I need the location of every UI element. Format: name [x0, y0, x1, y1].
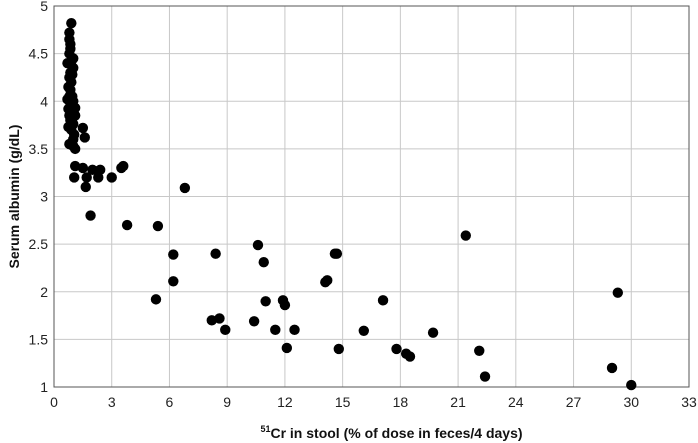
y-tick-label: 2: [40, 284, 48, 300]
data-point: [214, 313, 225, 324]
data-point: [270, 324, 281, 336]
data-point: [404, 351, 416, 362]
data-point: [248, 316, 260, 327]
data-point: [252, 239, 264, 251]
data-point: [152, 220, 164, 232]
y-tick-label: 1.5: [29, 331, 49, 347]
data-point: [322, 275, 333, 286]
data-point: [87, 164, 98, 176]
data-point: [260, 296, 271, 307]
data-point: [210, 248, 221, 259]
x-tick-label: 0: [50, 394, 58, 410]
y-tick-label: 3: [40, 189, 48, 205]
data-point: [427, 327, 439, 338]
plot-area-frame: [53, 5, 690, 388]
data-point: [69, 172, 80, 183]
y-tick-label: 4: [40, 93, 48, 109]
grid-lines: [53, 5, 690, 388]
x-tick-label: 24: [508, 394, 524, 410]
x-tick-label: 6: [166, 394, 174, 410]
data-point: [220, 324, 231, 336]
x-tick-label: 12: [277, 394, 293, 410]
data-point: [474, 345, 485, 357]
data-point: [121, 219, 133, 231]
x-axis-title-superscript: 51: [260, 424, 270, 434]
data-point: [80, 181, 91, 193]
data-point: [612, 287, 624, 298]
data-point: [333, 343, 344, 355]
data-point: [606, 362, 618, 374]
data-point: [85, 210, 96, 221]
data-point: [331, 248, 343, 259]
y-tick-label: 3.5: [29, 141, 49, 157]
x-axis-title: 51Cr in stool (% of dose in feces/4 days…: [260, 424, 522, 441]
data-point: [626, 379, 637, 391]
y-axis-title: Serum albumin (g/dL): [6, 125, 22, 269]
data-point: [168, 249, 179, 260]
x-tick-label: 30: [623, 394, 639, 410]
x-tick-label: 3: [108, 394, 116, 410]
x-axis-title-text: Cr in stool (% of dose in feces/4 days): [270, 425, 522, 441]
x-tick-label: 21: [450, 394, 466, 410]
data-point: [81, 172, 92, 183]
data-point: [69, 143, 81, 155]
y-axis-tick-labels: 1 1.5 2 2.5 3 3.5 4 4.5 5: [29, 0, 49, 395]
data-point: [479, 371, 491, 382]
y-tick-label: 4.5: [29, 46, 49, 62]
data-point: [77, 122, 89, 134]
data-point: [179, 182, 191, 194]
data-point: [281, 342, 293, 354]
x-tick-label: 33: [681, 394, 697, 410]
y-tick-label: 1: [40, 379, 48, 395]
data-point: [460, 230, 471, 241]
x-tick-label: 27: [566, 394, 582, 410]
data-point: [66, 17, 77, 29]
y-tick-label: 2.5: [29, 236, 49, 252]
x-axis-tick-labels: 0 3 6 9 12 15 18 21 24 27 30 33: [50, 394, 697, 410]
data-point: [150, 294, 162, 305]
data-points: [62, 17, 637, 391]
data-point: [358, 325, 370, 337]
data-point: [258, 257, 269, 268]
data-point: [106, 172, 117, 183]
data-point: [279, 299, 291, 311]
data-point: [168, 276, 179, 287]
data-point: [79, 132, 90, 143]
data-point: [93, 172, 104, 183]
x-tick-label: 15: [335, 394, 351, 410]
data-point: [391, 343, 402, 355]
x-tick-label: 18: [393, 394, 409, 410]
data-point: [77, 162, 89, 174]
x-tick-label: 9: [223, 394, 231, 410]
data-point: [118, 160, 129, 172]
data-point: [377, 295, 389, 306]
data-point: [289, 324, 300, 336]
y-tick-label: 5: [40, 0, 48, 14]
